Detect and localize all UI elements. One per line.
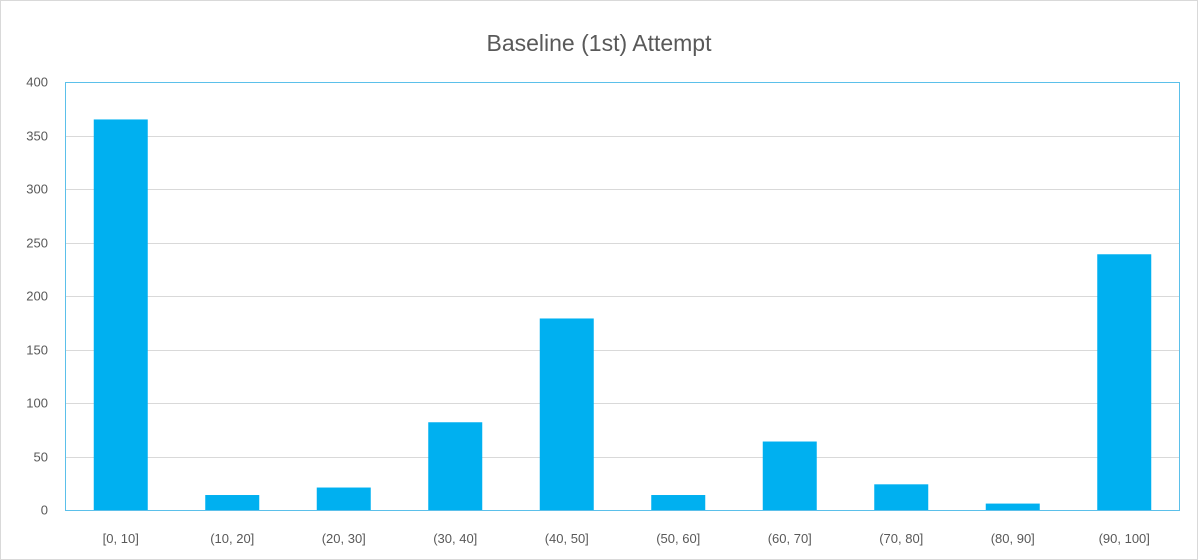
bar xyxy=(316,487,371,510)
x-tick-label: (20, 30] xyxy=(322,531,366,546)
y-tick-label: 400 xyxy=(26,75,48,90)
chart-title: Baseline (1st) Attempt xyxy=(487,30,713,56)
x-tick-label: (30, 40] xyxy=(433,531,477,546)
y-axis-ticks: 0 50 100 150 200 250 300 350 400 xyxy=(26,75,48,518)
y-tick-label: 50 xyxy=(34,450,48,465)
x-tick-label: (80, 90] xyxy=(991,531,1035,546)
bar xyxy=(985,503,1040,510)
bar xyxy=(93,119,148,510)
x-tick-label: (40, 50] xyxy=(545,531,589,546)
x-tick-label: (70, 80] xyxy=(879,531,923,546)
x-tick-label: (50, 60] xyxy=(656,531,700,546)
bar xyxy=(874,484,929,510)
y-tick-label: 100 xyxy=(26,396,48,411)
gridlines xyxy=(65,82,1180,458)
bar xyxy=(428,422,483,510)
y-tick-label: 200 xyxy=(26,289,48,304)
bar xyxy=(539,318,594,510)
bar xyxy=(1097,254,1152,510)
x-tick-label: (10, 20] xyxy=(210,531,254,546)
bar xyxy=(762,441,817,510)
x-tick-label: (60, 70] xyxy=(768,531,812,546)
x-tick-label: (90, 100] xyxy=(1099,531,1150,546)
y-tick-label: 150 xyxy=(26,343,48,358)
y-tick-label: 0 xyxy=(41,503,48,518)
y-tick-label: 250 xyxy=(26,236,48,251)
x-axis-ticks: [0, 10] (10, 20] (20, 30] (30, 40] (40, 50] (… xyxy=(103,531,1150,546)
y-tick-label: 300 xyxy=(26,182,48,197)
bar xyxy=(205,495,260,510)
plot-area-border xyxy=(65,82,1180,511)
bars xyxy=(93,119,1152,510)
y-tick-label: 350 xyxy=(26,129,48,144)
x-tick-label: [0, 10] xyxy=(103,531,139,546)
bar xyxy=(651,495,706,510)
